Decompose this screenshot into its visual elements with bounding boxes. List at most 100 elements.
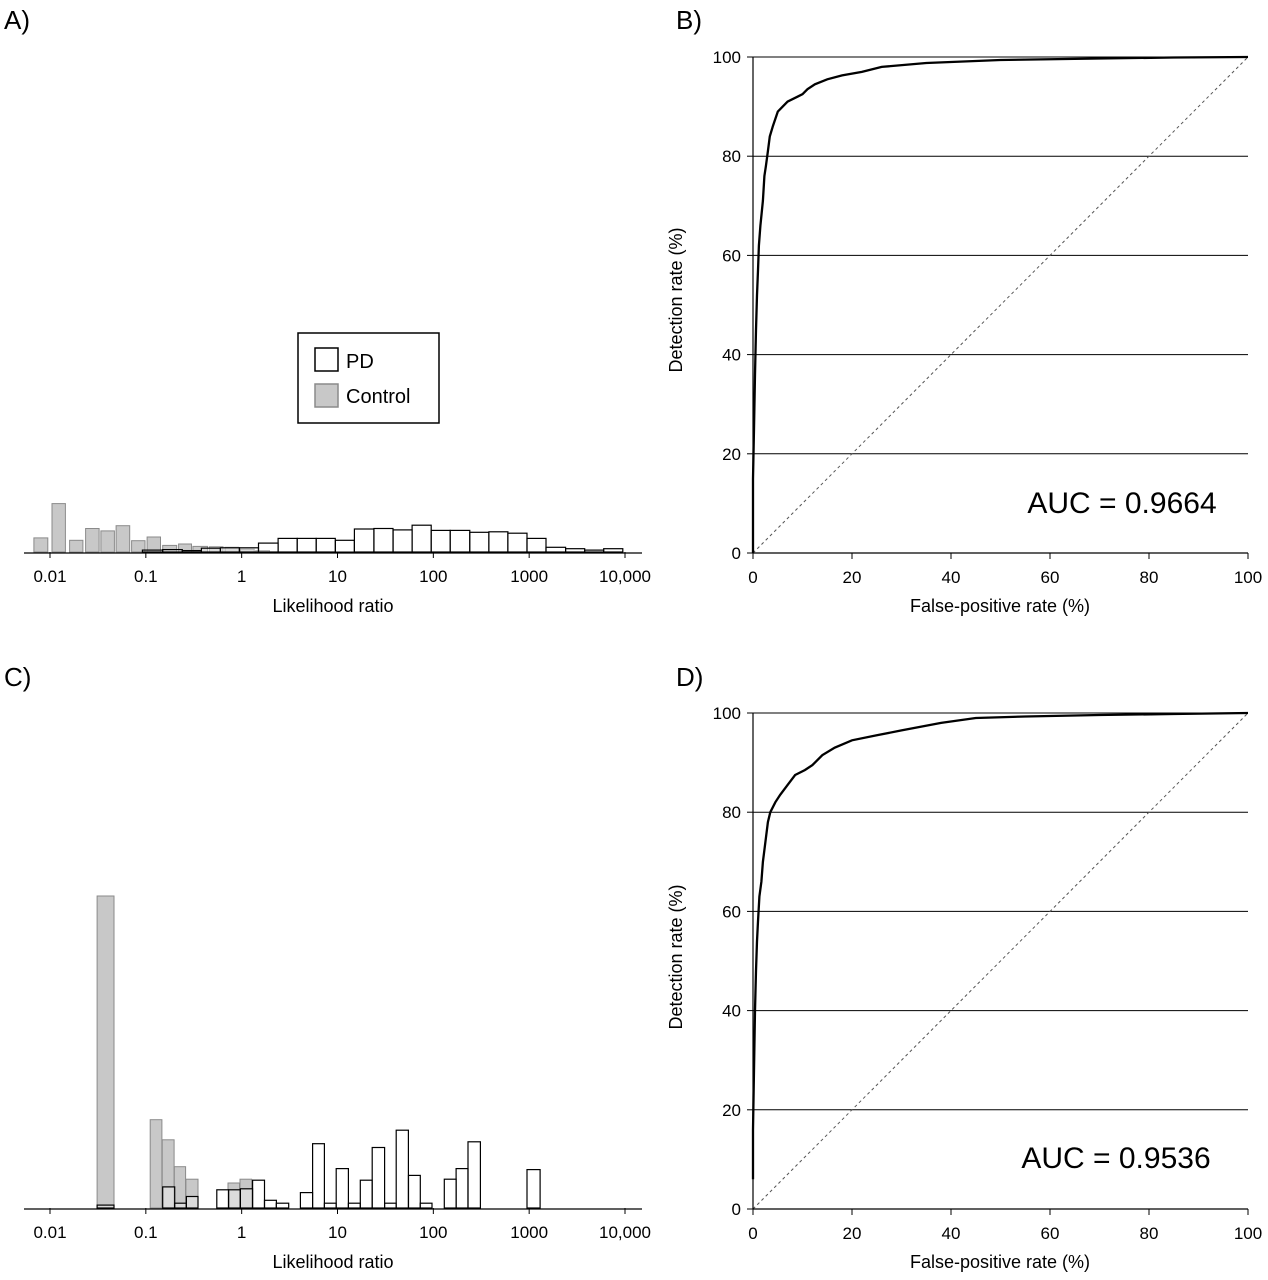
pd-bar [419, 1202, 433, 1209]
legend-swatch-control [314, 383, 339, 408]
pd-bar [275, 1202, 290, 1209]
control-bar [33, 537, 49, 553]
pd-bar [252, 1179, 266, 1209]
pd-bar [384, 1202, 397, 1209]
axes-d: 00 20 20 40 40 60 60 80 80 100 100 [713, 704, 1263, 1243]
y-tick-label: 100 [713, 48, 741, 67]
pd-bar [181, 549, 203, 553]
pd-bar [373, 527, 394, 553]
pd-bar [507, 532, 528, 553]
pd-bar [174, 1202, 187, 1209]
x-axis-label-a: Likelihood ratio [272, 596, 393, 616]
control-bar [69, 539, 84, 553]
control-bar [149, 1119, 163, 1209]
panel-label-b: B) [676, 5, 702, 35]
pd-bar [347, 1202, 361, 1209]
pd-bar [443, 1178, 457, 1209]
auc-annotation-d: AUC = 0.9536 [1021, 1142, 1210, 1175]
x-tick-label: 0.01 [33, 1223, 66, 1242]
pd-bar [469, 531, 490, 553]
pd-bar [584, 549, 605, 553]
legend: PD Control [297, 332, 440, 424]
axes-b: 00 20 20 40 40 60 60 80 80 100 100 [713, 48, 1263, 587]
histogram-panel-a: A) 0.01 0.1 1 10 100 1000 10,000 Likelihood ra… [4, 5, 651, 616]
control-bar [115, 525, 131, 553]
panel-label-d: D) [676, 662, 703, 692]
panel-label-a: A) [4, 5, 30, 35]
legend-label-pd: PD [346, 351, 374, 373]
pd-bars-a [141, 524, 624, 553]
x-tick-label: 1000 [510, 1223, 548, 1242]
x-tick-label: 0.1 [134, 567, 158, 586]
control-bar [51, 503, 66, 553]
x-tick-label: 40 [942, 568, 961, 587]
x-tick-label: 10,000 [599, 567, 651, 586]
pd-bar [185, 1195, 199, 1209]
y-tick-label: 60 [722, 246, 741, 265]
x-tick-label: 80 [1140, 568, 1159, 587]
y-tick-label: 20 [722, 1101, 741, 1120]
y-tick-label: 60 [722, 902, 741, 921]
panel-label-c: C) [4, 662, 31, 692]
y-axis-label-d: Detection rate (%) [666, 884, 686, 1029]
pd-bar [430, 529, 451, 553]
y-tick-label: 40 [722, 1002, 741, 1021]
y-tick-label: 40 [722, 346, 741, 365]
y-tick-label: 80 [722, 147, 741, 166]
legend-swatch-pd [314, 347, 339, 372]
x-tick-label: 1 [237, 567, 246, 586]
pd-bar [449, 529, 471, 553]
reference-diagonal-d [752, 712, 1249, 1210]
pd-bar [315, 537, 336, 553]
control-bars-c [96, 895, 253, 1209]
x-axis-label-d: False-positive rate (%) [910, 1252, 1090, 1272]
control-bar [131, 540, 146, 553]
auc-annotation-b: AUC = 0.9664 [1027, 487, 1216, 520]
grid-d [753, 712, 1248, 1111]
x-tick-label: 10 [328, 1223, 347, 1242]
pd-bar [277, 537, 298, 553]
x-ticks-a: 0.01 0.1 1 10 100 1000 10,000 [33, 552, 651, 586]
pd-bar [359, 1179, 373, 1209]
pd-bar [239, 1188, 254, 1209]
control-bar [173, 1166, 187, 1209]
pd-bar [526, 1168, 541, 1209]
pd-bar [335, 1167, 350, 1209]
roc-panel-d: D) 00 20 20 40 40 60 60 80 80 100 100 AUC = 0.9536… [666, 662, 1262, 1272]
pd-bar [407, 1174, 421, 1209]
x-tick-label: 20 [843, 1224, 862, 1243]
x-tick-label: 100 [1234, 1224, 1262, 1243]
x-tick-label: 0.1 [134, 1223, 158, 1242]
x-tick-label: 100 [1234, 568, 1262, 587]
control-bar [96, 895, 115, 1209]
legend-box [297, 332, 440, 424]
pd-bar [299, 1191, 314, 1209]
pd-bar [392, 529, 413, 553]
x-tick-label: 0 [748, 568, 757, 587]
pd-bar [603, 548, 624, 553]
pd-bar [200, 547, 221, 553]
pd-bar [526, 537, 547, 553]
pd-bar [467, 1141, 481, 1209]
pd-bar [263, 1199, 277, 1209]
roc-curve-b [751, 55, 1249, 553]
pd-bar [96, 1204, 115, 1209]
x-tick-label: 40 [942, 1224, 961, 1243]
pd-bar [395, 1129, 410, 1209]
x-tick-label: 1 [237, 1223, 246, 1242]
pd-bar [228, 1189, 242, 1209]
x-tick-label: 20 [843, 568, 862, 587]
x-axis-label-b: False-positive rate (%) [910, 596, 1090, 616]
x-tick-label: 10 [328, 567, 347, 586]
pd-bar [162, 1186, 176, 1209]
pd-bar [312, 1143, 326, 1209]
x-tick-label: 80 [1140, 1224, 1159, 1243]
x-tick-label: 10,000 [599, 1223, 651, 1242]
roc-panel-b: B) 00 20 20 40 40 60 60 80 80 100 100 AUC = 0.9664… [666, 5, 1262, 616]
pd-bar [141, 549, 164, 553]
y-axis-label-b: Detection rate (%) [666, 227, 686, 372]
x-tick-label: 100 [419, 567, 447, 586]
pd-bar [296, 537, 317, 553]
x-axis-label-c: Likelihood ratio [272, 1252, 393, 1272]
